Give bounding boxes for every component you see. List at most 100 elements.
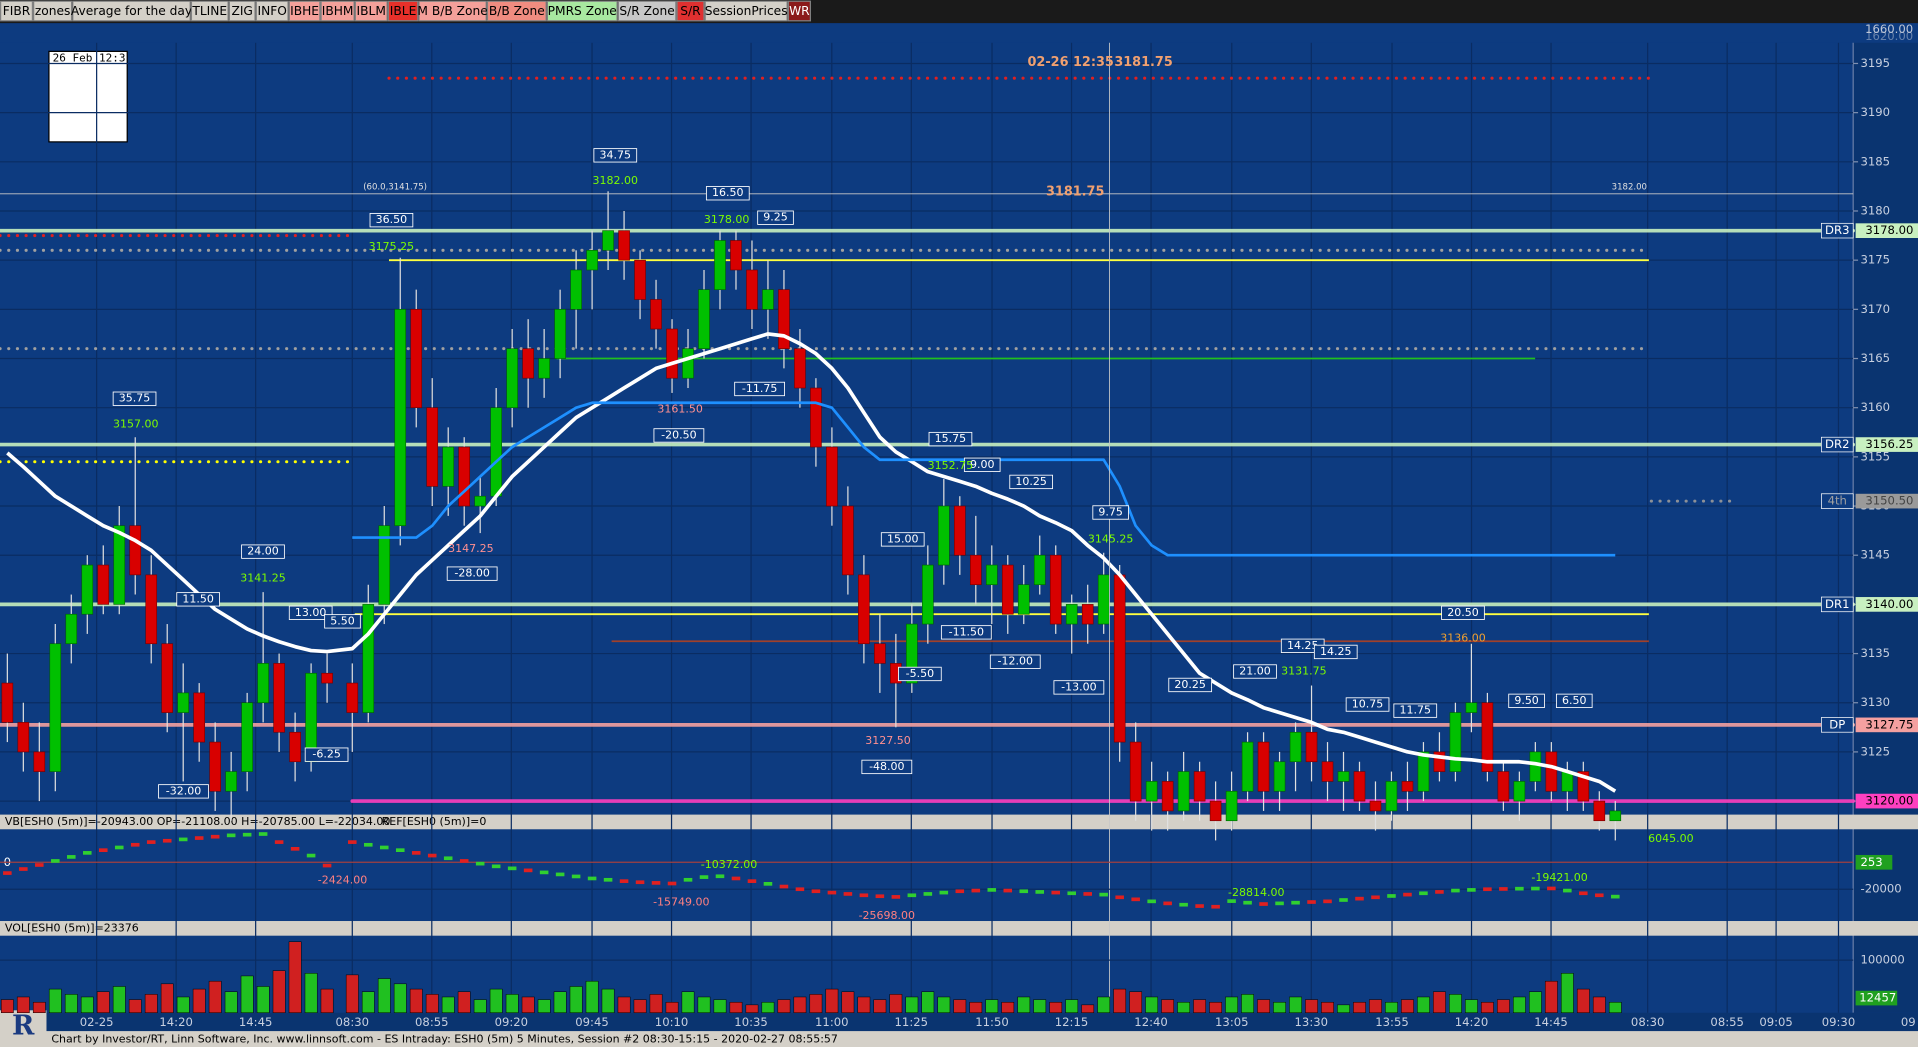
top-right-label: 1660.00 — [1865, 22, 1913, 36]
volume-bar — [617, 996, 631, 1013]
candle-body — [193, 692, 205, 743]
candle-body — [65, 613, 78, 645]
toolbar-button[interactable]: TLINE — [190, 0, 229, 22]
volume-bar — [224, 991, 238, 1013]
candle-body — [1305, 731, 1318, 763]
candle-body — [938, 505, 950, 566]
swing-label-bg — [1345, 697, 1390, 712]
candle-body — [1353, 771, 1366, 802]
volume-bar — [665, 1001, 679, 1013]
x-tick-label: 14:20 — [159, 1015, 192, 1029]
toolbar-button[interactable]: IBLM — [354, 0, 388, 22]
toolbar-button[interactable]: zones — [33, 0, 73, 22]
swing-label-bg — [653, 428, 705, 443]
volume-bar — [1113, 988, 1127, 1013]
toolbar-button[interactable]: ZIG — [228, 0, 256, 22]
y-tick-label: 100000 — [1861, 953, 1905, 967]
candle-body — [1001, 564, 1014, 615]
vb-dot — [859, 893, 869, 898]
volume-bar — [1081, 1004, 1095, 1013]
toolbar-button[interactable]: B/B Zone — [486, 0, 547, 22]
candle-body — [1609, 810, 1622, 822]
level-name: DR3 — [1825, 223, 1849, 237]
vb-dot — [1403, 892, 1412, 897]
vb-dot — [1131, 897, 1140, 902]
toolbar-button[interactable]: INFO — [255, 0, 289, 22]
candle-body — [1417, 751, 1430, 792]
x-tick-label: 08:55 — [415, 1015, 448, 1029]
logo: R — [12, 1010, 35, 1041]
toolbar-button[interactable]: SessionPrices — [704, 0, 788, 22]
candle-body — [1449, 712, 1462, 772]
candle-body — [113, 525, 126, 605]
swing-label-bg — [861, 759, 913, 775]
toolbar-button[interactable]: S/R — [676, 0, 705, 22]
toolbar-button[interactable]: PMRS Zone — [546, 0, 618, 22]
volume-bar — [272, 970, 286, 1013]
candle-body — [778, 289, 790, 349]
level-name: DR1 — [1825, 597, 1849, 611]
toolbar-button[interactable]: IBHE — [288, 0, 321, 22]
overlay-line — [6, 332, 1617, 793]
candle-body — [289, 731, 301, 763]
vb-dot — [1547, 886, 1556, 891]
volume-bar — [1337, 1004, 1350, 1013]
swing-label: 35.75 — [119, 392, 151, 405]
volume-bar — [761, 1001, 775, 1013]
button-bg — [617, 0, 677, 22]
volume-bar — [320, 988, 334, 1013]
toolbar-button[interactable]: FIBR — [0, 0, 34, 22]
vb-dot — [19, 867, 28, 871]
swing-label-bg — [1508, 693, 1545, 709]
toolbar-button[interactable]: S/R Zone — [617, 0, 677, 22]
vb-dot — [971, 888, 981, 893]
vb-dot — [67, 855, 76, 859]
level-label: 3150.50 — [1865, 494, 1913, 508]
vb-dot — [194, 836, 204, 840]
vb-last-bg — [1855, 854, 1893, 870]
vb-dot — [1291, 900, 1300, 905]
x-tick-label: 09:45 — [575, 1015, 608, 1029]
toolbar-button[interactable]: Average for the day — [71, 0, 192, 22]
x-tick-label: 14:45 — [1534, 1015, 1567, 1029]
swing-label-bg — [898, 666, 942, 682]
vb-dot — [667, 881, 677, 886]
volume-bar — [256, 986, 270, 1013]
volume-bar — [601, 988, 615, 1013]
candle-body — [1049, 554, 1062, 625]
button-bg — [486, 0, 547, 22]
volume-bar — [1049, 1001, 1063, 1013]
volume-bar — [16, 996, 30, 1013]
button-label: M B/B Zone — [417, 4, 487, 18]
button-label: PMRS Zone — [548, 4, 617, 18]
vol-last-bg — [1855, 990, 1898, 1006]
volume-bar — [80, 996, 94, 1013]
vb-dot — [987, 888, 997, 892]
x-tick-label: 12:15 — [1055, 1015, 1088, 1029]
swing-label: 10.25 — [1015, 475, 1047, 488]
swing-label: 11.75 — [1400, 704, 1432, 717]
y-tick-label: -20000 — [1861, 882, 1902, 896]
volume-bar — [825, 988, 839, 1013]
toolbar-button[interactable]: WR — [787, 0, 811, 22]
candle-body — [273, 663, 285, 733]
volume-bar — [457, 991, 471, 1013]
volume-bar — [64, 994, 78, 1013]
vb-dot — [395, 848, 405, 853]
vb-dot — [258, 832, 268, 836]
vb-dot — [1227, 899, 1236, 903]
swing-label: -6.25 — [312, 748, 340, 761]
volume-bar — [0, 999, 14, 1013]
price-label: 3147.25 — [448, 542, 494, 555]
volume-bar — [569, 986, 583, 1013]
button-bg — [72, 0, 191, 22]
toolbar-button[interactable]: IBLE — [387, 0, 419, 22]
price-label: 3136.00 — [1440, 631, 1486, 644]
toolbar-button[interactable]: M B/B Zone — [417, 0, 488, 22]
candle-body — [1193, 771, 1206, 802]
vb-label: -2424.00 — [318, 874, 367, 887]
volume-bar — [489, 988, 503, 1013]
swing-label: 20.50 — [1447, 606, 1479, 619]
toolbar-button[interactable]: IBHM — [320, 0, 355, 22]
volume-bar — [1560, 973, 1574, 1013]
